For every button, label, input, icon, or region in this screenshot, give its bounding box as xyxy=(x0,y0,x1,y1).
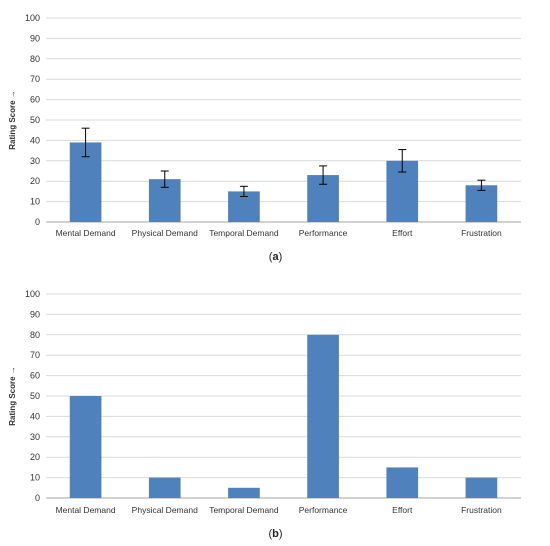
y-tick-label: 80 xyxy=(30,54,40,64)
bar xyxy=(307,334,339,498)
y-tick-label: 70 xyxy=(30,350,40,360)
bar xyxy=(465,477,498,498)
y-axis-label: Rating Score → xyxy=(8,90,17,150)
x-tick-label: Physical Demand xyxy=(132,505,198,515)
y-tick-label: 100 xyxy=(25,13,40,23)
y-tick-label: 30 xyxy=(30,432,40,442)
bar xyxy=(465,185,498,222)
y-tick-label: 70 xyxy=(30,74,40,84)
x-tick-label: Mental Demand xyxy=(56,505,116,515)
chart-panel-a: 0 10 20 30 40 50 60 70 80 90 100 Rating Score → Ment… xyxy=(8,13,521,263)
y-axis-label: Rating Score → xyxy=(8,366,17,426)
y-tick-label: 20 xyxy=(30,452,40,462)
x-tick-label: Effort xyxy=(392,505,413,515)
x-tick-label: Frustration xyxy=(461,228,502,238)
bar xyxy=(228,487,260,498)
y-tick-label: 40 xyxy=(30,135,40,145)
y-tick-label: 0 xyxy=(35,217,40,227)
y-tick-label: 60 xyxy=(30,95,40,105)
y-tick-label: 60 xyxy=(30,371,40,381)
y-tick-label: 30 xyxy=(30,156,40,166)
x-tick-label: Performance xyxy=(299,228,348,238)
y-tick-label: 0 xyxy=(35,493,40,503)
y-tick-label: 100 xyxy=(25,289,40,299)
y-tick-label: 80 xyxy=(30,330,40,340)
y-tick-label: 90 xyxy=(30,309,40,319)
chart-panel-b: 0 10 20 30 40 50 60 70 80 90 100 Rating Score → Ment… xyxy=(8,289,521,540)
y-tick-label: 10 xyxy=(30,473,40,483)
x-tick-label: Temporal Demand xyxy=(209,505,279,515)
bar xyxy=(148,477,181,498)
bar xyxy=(386,467,419,498)
figure-caption: (a) xyxy=(269,251,282,263)
y-tick-label: 40 xyxy=(30,411,40,421)
x-tick-label: Frustration xyxy=(461,505,502,515)
x-tick-label: Effort xyxy=(392,228,413,238)
figure-caption: (b) xyxy=(268,528,282,540)
y-tick-label: 20 xyxy=(30,176,40,186)
x-tick-label: Physical Demand xyxy=(132,228,198,238)
x-tick-label: Performance xyxy=(299,505,348,515)
y-tick-label: 50 xyxy=(30,115,40,125)
y-tick-label: 90 xyxy=(30,33,40,43)
x-tick-label: Temporal Demand xyxy=(209,228,279,238)
figure-caption-letter: a xyxy=(272,251,279,263)
bar xyxy=(69,396,102,498)
y-tick-label: 50 xyxy=(30,391,40,401)
figure-caption-letter: b xyxy=(272,528,279,540)
x-tick-label: Mental Demand xyxy=(56,228,116,238)
y-tick-label: 10 xyxy=(30,197,40,207)
